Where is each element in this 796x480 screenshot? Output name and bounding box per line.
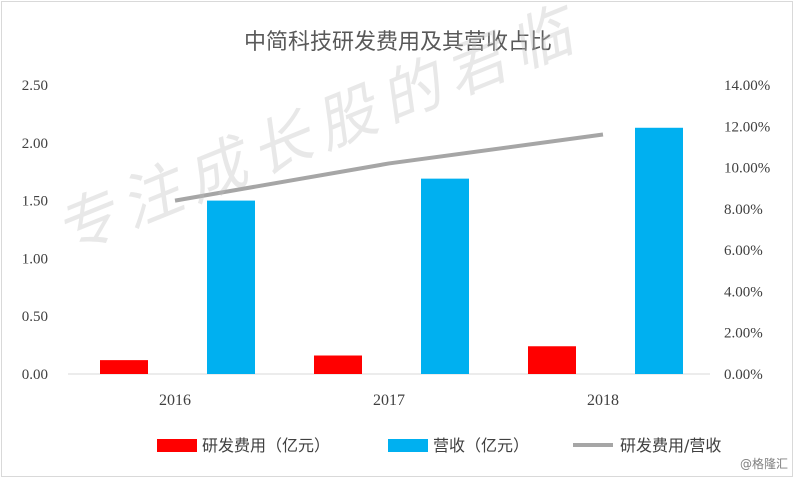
right-tick-label: 0.00%	[724, 367, 763, 383]
rd-expense-bar	[528, 346, 576, 374]
category-label: 2018	[587, 392, 619, 409]
bars	[100, 127, 683, 374]
revenue-bar	[207, 200, 255, 374]
revenue-bar	[421, 178, 469, 374]
left-tick-label: 2.50	[22, 78, 48, 94]
right-tick-label: 14.00%	[724, 78, 770, 94]
right-tick-label: 6.00%	[724, 243, 763, 259]
right-tick-label: 4.00%	[724, 284, 763, 300]
revenue-bar	[635, 127, 683, 374]
legend: 研发费用（亿元） 营收（亿元） 研发费用/营收	[157, 436, 721, 455]
legend-swatch-rd-expense	[157, 439, 197, 452]
right-tick-label: 8.00%	[724, 202, 763, 218]
right-tick-label: 10.00%	[724, 161, 770, 177]
category-label: 2017	[373, 392, 405, 409]
left-tick-label: 1.00	[22, 251, 48, 267]
legend-label-ratio: 研发费用/营收	[620, 436, 721, 455]
right-axis-ticks: 0.00% 2.00% 4.00% 6.00% 8.00% 10.00% 12.00% 14.…	[724, 78, 770, 383]
legend-swatch-revenue	[388, 439, 428, 452]
category-label: 2016	[159, 392, 191, 409]
left-axis-ticks: 0.00 0.50 1.00 1.50 2.00 2.50	[22, 78, 48, 383]
ratio-line-series	[174, 132, 604, 203]
legend-label-rd-expense: 研发费用（亿元）	[202, 436, 330, 455]
legend-label-revenue: 营收（亿元）	[433, 436, 529, 455]
right-tick-label: 12.00%	[724, 119, 770, 135]
left-tick-label: 0.50	[22, 309, 48, 325]
rd-expense-bar	[314, 355, 362, 374]
left-tick-label: 0.00	[22, 367, 48, 383]
category-labels: 2016 2017 2018	[159, 392, 619, 409]
right-tick-label: 2.00%	[724, 326, 763, 342]
ratio-line	[174, 132, 604, 203]
source-label: @格隆汇	[739, 457, 788, 471]
chart-title: 中简科技研发费用及其营收占比	[244, 29, 552, 54]
rd-expense-bar	[100, 360, 148, 374]
left-tick-label: 2.00	[22, 136, 48, 152]
left-tick-label: 1.50	[22, 194, 48, 210]
